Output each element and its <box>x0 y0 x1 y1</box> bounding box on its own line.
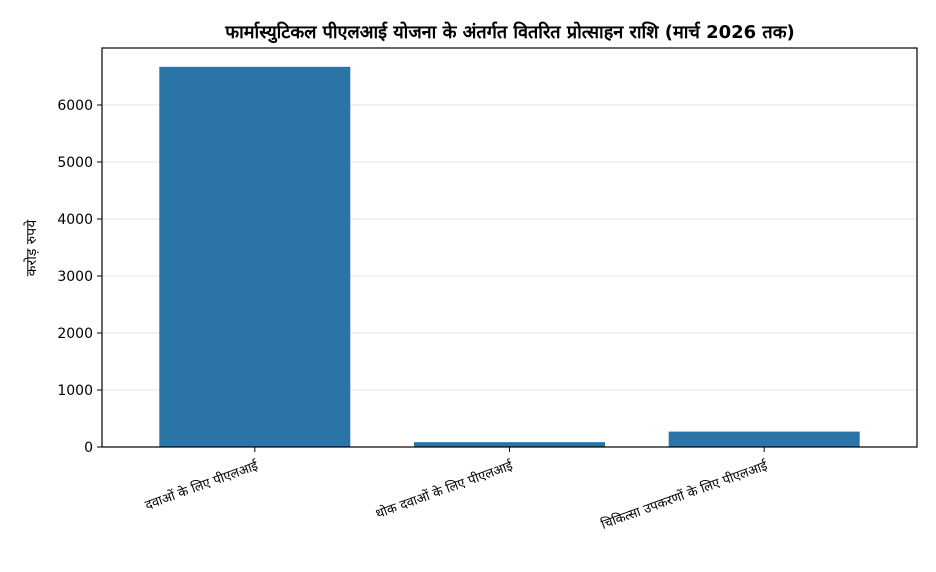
y-axis-ticks: 0 1000 2000 3000 4000 5000 6000 <box>57 98 102 456</box>
bar <box>668 431 860 447</box>
x-tick-label: चिकित्सा उपकरणों के लिए पीएलआई <box>599 457 771 532</box>
y-tick-label: 3000 <box>57 269 93 285</box>
x-axis-ticks: दवाओं के लिए पीएलआई थोक दवाओं के लिए पीएल… <box>143 447 771 533</box>
bars <box>159 66 860 447</box>
y-tick-label: 1000 <box>57 383 93 399</box>
y-axis-label: करोड़ रुपये <box>23 219 40 276</box>
y-tick-label: 2000 <box>57 326 93 342</box>
chart-title: फार्मास्युटिकल पीएलआई योजना के अंतर्गत व… <box>224 21 795 44</box>
x-tick-label: थोक दवाओं के लिए पीएलआई <box>373 457 515 522</box>
y-tick-label: 6000 <box>57 98 93 114</box>
y-tick-label: 0 <box>84 440 93 456</box>
y-tick-label: 5000 <box>57 155 93 171</box>
x-tick-label: दवाओं के लिए पीएलआई <box>143 457 261 513</box>
bar <box>159 66 351 447</box>
y-tick-label: 4000 <box>57 212 93 228</box>
bar <box>413 442 606 447</box>
